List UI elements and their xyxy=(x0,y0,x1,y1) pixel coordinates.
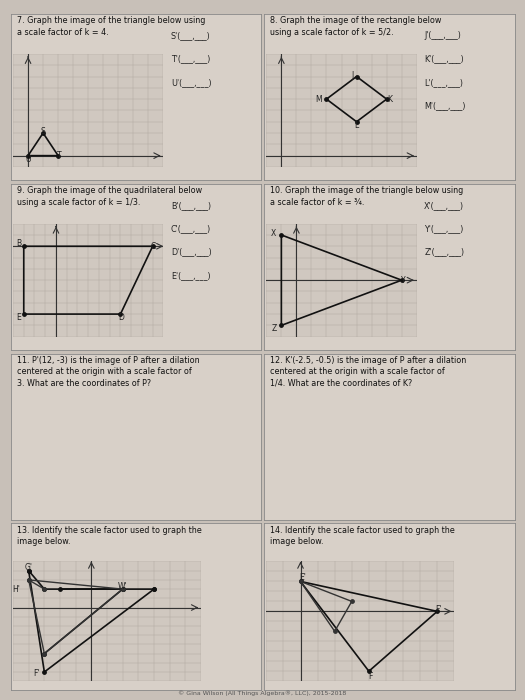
Point xyxy=(25,574,33,585)
Text: M: M xyxy=(316,94,322,104)
Text: 7. Graph the image of the triangle below using
a scale factor of k = 4.: 7. Graph the image of the triangle below… xyxy=(17,17,205,37)
Point xyxy=(56,584,64,595)
Text: M'(___,___): M'(___,___) xyxy=(424,101,466,110)
Text: B'(___,___): B'(___,___) xyxy=(171,201,211,210)
Point xyxy=(149,241,157,252)
Text: 11. P'(12, -3) is the image of P after a dilation
centered at the origin with a : 11. P'(12, -3) is the image of P after a… xyxy=(17,356,200,388)
Text: K: K xyxy=(387,94,392,104)
Point xyxy=(352,116,361,127)
Point xyxy=(348,596,356,607)
Point xyxy=(296,576,304,587)
Point xyxy=(119,584,127,595)
Point xyxy=(119,584,127,595)
Point xyxy=(24,150,32,161)
Text: E': E' xyxy=(299,573,306,582)
Text: J: J xyxy=(351,71,353,80)
Text: C'(___,___): C'(___,___) xyxy=(171,224,211,233)
Point xyxy=(296,576,304,587)
Text: S'(___,___): S'(___,___) xyxy=(171,31,211,40)
Point xyxy=(40,648,48,659)
Point xyxy=(352,71,361,82)
Text: 13. Identify the scale factor used to graph the
image below.: 13. Identify the scale factor used to gr… xyxy=(17,526,202,546)
Text: Y: Y xyxy=(401,276,405,285)
Point xyxy=(365,666,373,677)
Text: D: D xyxy=(119,313,124,322)
Text: F': F' xyxy=(436,605,442,614)
Point xyxy=(19,309,28,320)
Text: U: U xyxy=(25,155,31,164)
Point xyxy=(19,241,28,252)
Point xyxy=(322,94,331,105)
Text: 9. Graph the image of the quadrilateral below
using a scale factor of k = 1/3.: 9. Graph the image of the quadrilateral … xyxy=(17,186,202,206)
Text: D'(___,___): D'(___,___) xyxy=(171,247,212,256)
Text: L'(___,___): L'(___,___) xyxy=(424,78,463,87)
Point xyxy=(25,565,33,576)
Text: 10. Graph the image of the triangle below using
a scale factor of k = ¾.: 10. Graph the image of the triangle belo… xyxy=(270,186,464,206)
Text: 8. Graph the image of the rectangle below
using a scale factor of k = 5/2.: 8. Graph the image of the rectangle belo… xyxy=(270,17,442,37)
Text: F: F xyxy=(369,672,373,680)
Point xyxy=(397,274,406,286)
Text: X'(___,___): X'(___,___) xyxy=(424,201,465,210)
Text: E: E xyxy=(16,313,21,322)
Point xyxy=(40,584,48,595)
Text: F': F' xyxy=(33,669,40,678)
Text: X: X xyxy=(271,230,277,238)
Point xyxy=(116,309,124,320)
Point xyxy=(277,320,286,331)
Point xyxy=(40,648,48,659)
Text: Z: Z xyxy=(271,324,277,333)
Point xyxy=(119,584,127,595)
Point xyxy=(39,127,47,139)
Text: S: S xyxy=(41,127,46,136)
Text: J'(___,___): J'(___,___) xyxy=(424,31,461,40)
Text: Y'(___,___): Y'(___,___) xyxy=(424,224,464,233)
Point xyxy=(25,574,33,585)
Point xyxy=(150,584,158,595)
Text: W': W' xyxy=(118,582,128,591)
Text: Z'(___,___): Z'(___,___) xyxy=(424,247,465,256)
Text: K'(___,___): K'(___,___) xyxy=(424,55,464,64)
Point xyxy=(277,230,286,241)
Text: L: L xyxy=(354,120,359,130)
Text: 14. Identify the scale factor used to graph the
image below.: 14. Identify the scale factor used to gr… xyxy=(270,526,455,546)
Point xyxy=(54,150,62,161)
Text: E'(___,___): E'(___,___) xyxy=(171,271,211,280)
Point xyxy=(382,94,391,105)
Text: © Gina Wilson (All Things Algebra®, LLC), 2015-2018: © Gina Wilson (All Things Algebra®, LLC)… xyxy=(178,690,346,696)
Point xyxy=(150,584,158,595)
Text: T: T xyxy=(57,151,62,160)
Point xyxy=(433,606,442,617)
Text: H': H' xyxy=(12,584,20,594)
Point xyxy=(40,666,48,678)
Text: 12. K'(-2.5, -0.5) is the image of P after a dilation
centered at the origin wit: 12. K'(-2.5, -0.5) is the image of P aft… xyxy=(270,356,466,388)
Point xyxy=(25,574,33,585)
Text: G': G' xyxy=(25,564,33,573)
Point xyxy=(331,626,339,637)
Text: T'(___,___): T'(___,___) xyxy=(171,55,211,64)
Point xyxy=(40,584,48,595)
Point xyxy=(25,565,33,576)
Text: U'(___,___): U'(___,___) xyxy=(171,78,212,87)
Text: C: C xyxy=(151,241,156,251)
Text: B: B xyxy=(16,239,21,248)
